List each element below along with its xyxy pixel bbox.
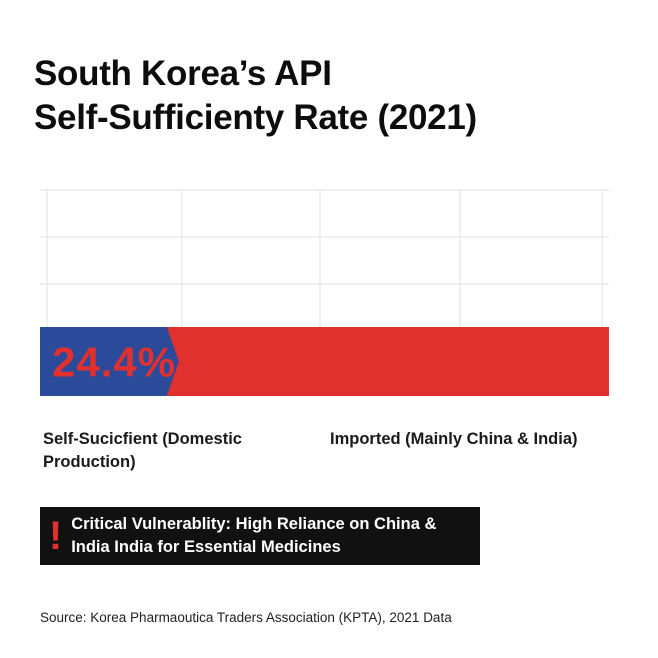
- chart-title-line-2: Self-Sufficienty Rate (2021): [34, 98, 477, 137]
- exclamation-icon: !: [48, 514, 63, 558]
- chart-title: South Korea’s API Self-Sufficienty Rate …: [34, 52, 634, 140]
- alert-text: Critical Vulnerablity: High Reliance on …: [71, 515, 437, 556]
- bar-segment-domestic: [40, 327, 179, 396]
- data-label-domestic: 24.4%: [52, 339, 176, 386]
- chart-title-line-1: South Korea’s API: [34, 54, 332, 93]
- vulnerability-alert: ! Critical Vulnerablity: High Reliance o…: [40, 507, 480, 565]
- imported-segment-label: Imported (Mainly China & India): [330, 430, 578, 448]
- source-note: Source: Korea Pharmaoutica Traders Assoc…: [40, 610, 452, 625]
- bar-segment-imported: [166, 327, 609, 396]
- domestic-segment-label: Self-Sucicfient (Domestic Production): [43, 430, 242, 471]
